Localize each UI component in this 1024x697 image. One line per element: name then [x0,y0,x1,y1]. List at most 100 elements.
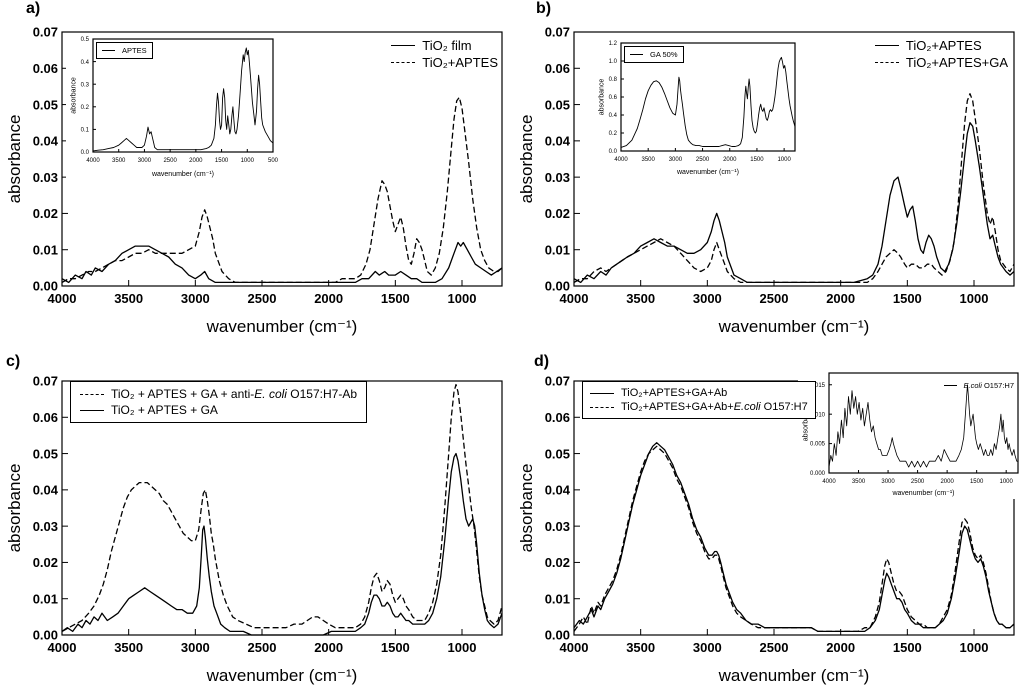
panel-a: a) 4000 3500 3000 2500 2000 1500 1000 0.00 0.01 0… [0,0,512,348]
y-axis-label: absorbance [517,115,536,204]
y-tick-label: 0.0 [609,149,618,155]
x-tick-label: 1000 [448,291,477,306]
y-tick-label: 0.03 [545,170,570,185]
x-tick-label: 2000 [940,479,954,485]
solid-line-sample [391,45,416,46]
x-tick-label: 1000 [1000,479,1014,485]
x-tick-label: 3000 [181,640,210,655]
y-tick-label: 0.00 [545,279,570,294]
inset-b: 4000 3500 3000 2500 2000 1500 1000 0.0 0.2 0.4 0.6… [594,38,800,178]
y-tick-label: 0.1 [81,128,90,134]
legend-item: TiO₂+APTES+GA+Ab+E.coli O157:H7 [590,401,808,413]
legend-label: APTES [122,46,147,55]
y-tick-label: 0.015 [810,383,826,389]
x-tick-label: 4000 [560,291,589,306]
inset-legend-d: E.coli O157:H7 [943,379,1014,392]
panel-label-c: c) [6,353,21,370]
x-tick-label: 1000 [960,640,989,655]
x-tick-label: 4000 [560,640,589,655]
y-tick-label: 0.06 [545,61,570,76]
y-tick-label: 0.07 [545,374,570,389]
series-TiO2+APTES [573,122,1015,284]
x-tick-label: 3500 [852,479,866,485]
x-axis-label: wavenumber (cm⁻¹) [718,317,870,336]
y-tick-label: 0.01 [33,591,58,606]
y-tick-label: 0.03 [33,519,58,534]
legend-label: TiO₂+APTES+GA+Ab+E.coli O157:H7 [621,401,808,413]
x-axis-label: wavenumber (cm⁻¹) [891,490,954,497]
x-tick-label: 2500 [696,157,710,163]
y-tick-label: 0.06 [33,61,58,76]
x-tick-label: 1000 [241,158,255,164]
legend-d: TiO₂+APTES+GA+Ab TiO₂+APTES+GA+Ab+E.coli… [582,381,816,419]
inset-legend-a: APTES [96,42,153,59]
series-TiO2+APTES+GA [573,93,1015,284]
x-tick-label: 1000 [777,157,791,163]
panel-label-d: d) [534,353,550,370]
y-tick-label: 0.02 [545,555,570,570]
panel-c: c) 4000 3500 3000 2500 2000 1500 1000 0.00 0.01 0… [0,349,512,697]
inset-a: 4000 3500 3000 2500 2000 1500 1000 500 0.0 0.1 0.2… [66,34,278,180]
y-tick-label: 0.05 [33,446,58,461]
solid-line-sample [943,385,957,386]
dashed-line-sample [391,62,416,63]
legend-label: TiO₂+APTES+GA [905,55,1008,70]
x-tick-label: 3500 [114,640,143,655]
y-tick-label: 0.8 [609,77,618,83]
legend-label: TiO₂ + APTES + GA [111,403,218,417]
y-tick-label: 0.04 [33,483,59,498]
inset-chart-ecoli: 4000 3500 3000 2500 2000 1500 1000 0.000 0.005 0.… [798,369,1022,499]
x-axis-label: wavenumber (cm⁻¹) [718,666,870,685]
x-axis-label: wavenumber (cm⁻¹) [151,171,214,178]
legend-label: E.coli O157:H7 [963,381,1014,390]
solid-line-sample [102,50,115,51]
x-tick-label: 2500 [760,640,789,655]
legend-label: TiO₂+APTES [905,38,982,53]
x-tick-label: 3000 [181,291,210,306]
legend-item: E.coli O157:H7 [943,381,1014,390]
y-tick-label: 1.0 [609,59,618,65]
x-tick-label: 2000 [723,157,737,163]
inset-d: 4000 3500 3000 2500 2000 1500 1000 0.000 0.005 0.… [798,369,1022,499]
panel-label-a: a) [26,0,41,17]
x-tick-label: 2500 [911,479,925,485]
y-axis-label: absorbance [70,77,77,114]
x-tick-label: 2500 [248,640,277,655]
y-tick-label: 0.3 [81,82,90,88]
x-tick-label: 1500 [750,157,764,163]
x-axis-label: wavenumber (cm⁻¹) [206,317,358,336]
y-tick-label: 0.07 [33,374,58,389]
y-tick-label: 0.05 [33,97,58,112]
x-tick-label: 1500 [970,479,984,485]
series-GA 50% [620,56,796,148]
y-axis-label: absorbance [517,464,536,553]
series-E.coli O157:H7 [828,384,1018,468]
y-tick-label: 0.05 [545,446,570,461]
x-tick-label: 3500 [626,640,655,655]
x-tick-label: 4000 [614,157,628,163]
y-tick-label: 0.07 [33,25,58,40]
x-tick-label: 1500 [893,640,922,655]
y-tick-label: 0.04 [545,134,571,149]
y-tick-label: 0.6 [609,95,618,101]
legend-item: APTES [102,46,147,55]
x-tick-label: 3000 [693,640,722,655]
solid-line-sample [630,54,643,55]
x-tick-label: 2000 [826,640,855,655]
y-tick-label: 0.02 [33,206,58,221]
series-TiO2+APTES [61,96,503,284]
panel-d: d) 4000 3500 3000 2500 2000 1500 1000 0.00 0.01 0… [512,349,1024,697]
x-axis-label: wavenumber (cm⁻¹) [206,666,358,685]
x-axis-label: wavenumber (cm⁻¹) [676,169,739,176]
y-tick-label: 0.2 [609,131,618,137]
legend-a: TiO₂ film TiO₂+APTES [391,36,498,72]
y-tick-label: 0.01 [545,591,570,606]
x-tick-label: 1500 [893,291,922,306]
solid-line-sample [80,409,104,411]
x-tick-label: 1500 [381,640,410,655]
y-axis-label: absorbance [802,405,809,442]
legend-c: TiO₂ + APTES + GA + anti-E. coli O157:H7… [70,381,368,423]
series-TiO2 film [61,241,503,284]
x-tick-label: 3500 [642,157,656,163]
series-TiO2+APTES+GA+anti-E.coli O157:H7-Ab [61,383,503,632]
